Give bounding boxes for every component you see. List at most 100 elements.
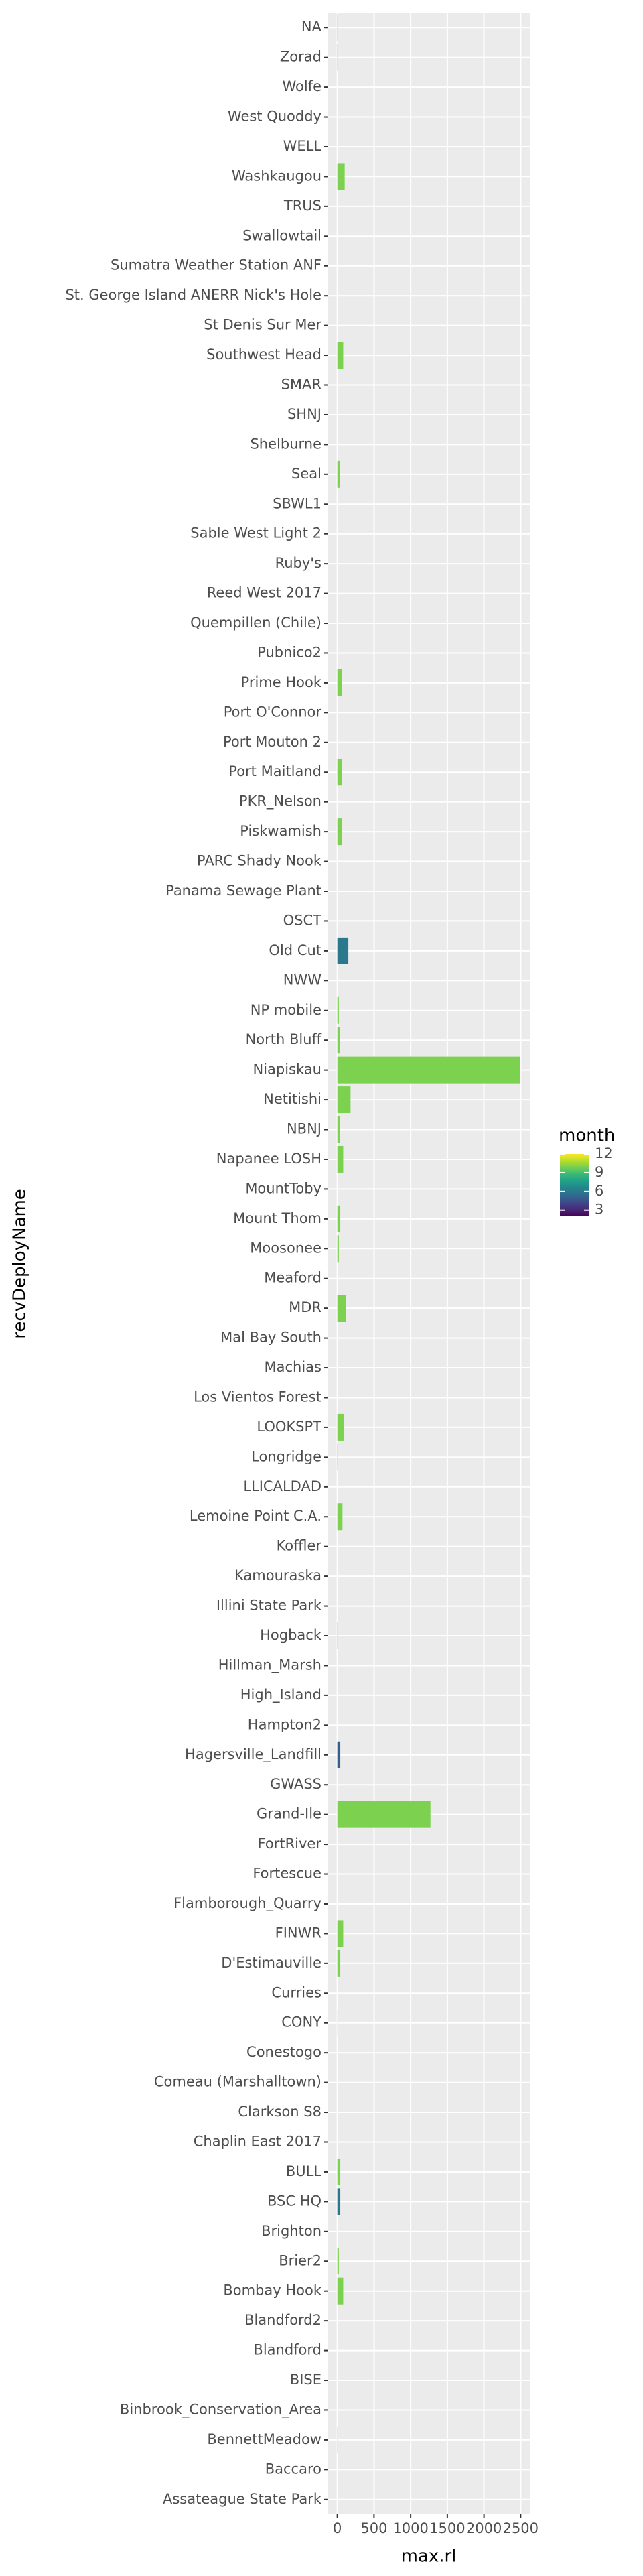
y-tick-label: Zorad: [280, 49, 322, 65]
y-tick-label: SMAR: [281, 377, 322, 393]
y-tick-label: BennettMeadow: [207, 2431, 322, 2447]
legend-tick-label: 3: [595, 1202, 603, 1218]
y-tick-label: Old Cut: [269, 942, 322, 958]
y-tick-label: Washkaugou: [232, 168, 322, 184]
y-tick-label: Fortescue: [253, 1866, 322, 1882]
bar: [337, 1801, 431, 1828]
panel: [328, 13, 530, 2514]
bar: [337, 818, 342, 846]
y-tick-label: FortRiver: [258, 1836, 322, 1852]
y-tick-label: Baccaro: [265, 2461, 322, 2477]
y-tick-label: Binbrook_Conservation_Area: [120, 2401, 322, 2418]
bar: [337, 759, 342, 786]
y-tick-label: MDR: [289, 1299, 322, 1315]
legend-tick-label: 12: [595, 1145, 613, 1161]
y-tick-label: Brier2: [279, 2252, 322, 2268]
x-tick-label: 2000: [466, 2520, 502, 2536]
y-tick-label: Hampton2: [248, 1716, 322, 1732]
y-tick-label: Flamborough_Quarry: [173, 1895, 322, 1912]
y-tick-label: BISE: [290, 2372, 322, 2388]
y-tick-label: Comeau (Marshalltown): [154, 2074, 322, 2090]
y-tick-label: SHNJ: [287, 406, 322, 422]
bar: [337, 1949, 341, 1977]
y-tick-label: Pubnico2: [257, 644, 322, 660]
y-tick-label: Machias: [265, 1359, 322, 1375]
y-tick-label: NP mobile: [251, 1002, 322, 1018]
y-tick-label: Quempillen (Chile): [190, 615, 322, 631]
y-tick-label: NA: [301, 19, 322, 35]
y-tick-label: FINWR: [275, 1925, 322, 1941]
y-tick-label: OSCT: [283, 912, 322, 928]
bar: [337, 460, 340, 488]
y-tick-label: Southwest Head: [206, 346, 322, 363]
y-tick-label: LLICALDAD: [243, 1478, 322, 1494]
y-tick-label: Port O'Connor: [224, 704, 322, 720]
y-tick-label: Bombay Hook: [223, 2282, 322, 2299]
y-tick-label: Lemoine Point C.A.: [190, 1508, 322, 1524]
y-tick-label: Piskwamish: [240, 823, 322, 839]
y-tick-label: Sable West Light 2: [190, 525, 322, 541]
x-tick-label: 2500: [503, 2520, 539, 2536]
y-tick-label: Clarkson S8: [238, 2104, 322, 2120]
y-tick-label: Port Maitland: [228, 763, 322, 779]
y-axis-title: recvDeployName: [10, 1189, 30, 1339]
y-tick-label: Port Mouton 2: [223, 734, 322, 750]
y-tick-label: West Quoddy: [228, 109, 322, 125]
y-tick-label: Blandford: [253, 2342, 322, 2358]
y-tick-label: Wolfe: [282, 78, 322, 94]
y-tick-label: WELL: [283, 138, 322, 154]
y-tick-label: Prime Hook: [241, 674, 322, 690]
x-tick-label: 0: [333, 2520, 342, 2536]
y-tick-label: Hogback: [260, 1627, 322, 1643]
y-tick-label: Moosonee: [250, 1240, 322, 1256]
y-tick-label: Shelburne: [250, 436, 322, 452]
bar: [337, 1235, 339, 1263]
y-tick-label: Netitishi: [263, 1091, 322, 1107]
bar: [337, 937, 349, 964]
y-tick-label: Blandford2: [244, 2312, 322, 2328]
y-tick-label: St Denis Sur Mer: [204, 317, 322, 333]
y-tick-label: Brighton: [261, 2223, 322, 2239]
y-tick-label: Illini State Park: [216, 1598, 322, 1614]
y-tick-label: NBNJ: [287, 1121, 322, 1137]
bar: [337, 1741, 341, 1768]
y-tick-label: Ruby's: [275, 555, 322, 571]
y-tick-label: Chaplin East 2017: [194, 2133, 322, 2149]
legend-title: month: [559, 1126, 615, 1146]
legend-tick-label: 9: [595, 1164, 603, 1180]
bar: [337, 1295, 346, 1322]
y-tick-label: Sumatra Weather Station ANF: [111, 257, 322, 273]
y-tick-label: Grand-Ile: [257, 1806, 322, 1822]
y-tick-label: BULL: [286, 2163, 322, 2179]
y-tick-label: NWW: [283, 972, 322, 988]
y-tick-label: CONY: [281, 2014, 322, 2031]
x-tick-label: 1500: [429, 2520, 465, 2536]
bar: [337, 1413, 344, 1441]
bar: [337, 163, 345, 190]
y-tick-label: GWASS: [270, 1776, 322, 1792]
y-tick-label: Hillman_Marsh: [218, 1657, 322, 1673]
y-tick-label: D'Estimauville: [221, 1955, 322, 1971]
bar: [337, 1503, 343, 1531]
y-tick-label: Napanee LOSH: [216, 1151, 322, 1167]
x-axis-title: max.rl: [401, 2547, 457, 2567]
y-tick-label: MountToby: [245, 1180, 322, 1196]
y-tick-label: Hagersville_Landfill: [185, 1746, 322, 1763]
bar: [337, 1205, 341, 1232]
y-tick-label: Conestogo: [246, 2044, 322, 2060]
y-tick-label: Meaford: [264, 1270, 322, 1286]
y-tick-label: Reed West 2017: [207, 585, 322, 601]
y-tick-label: Swallowtail: [242, 227, 322, 243]
bar: [337, 342, 344, 369]
x-tick-label: 500: [360, 2520, 387, 2536]
y-tick-label: North Bluff: [246, 1031, 322, 1047]
y-tick-label: LOOKSPT: [257, 1419, 322, 1435]
bar: [337, 1116, 340, 1143]
y-tick-label: St. George Island ANERR Nick's Hole: [65, 287, 322, 303]
bar: [337, 1920, 344, 1947]
bar: [337, 1027, 340, 1054]
y-tick-label: Kamouraska: [234, 1567, 322, 1584]
y-tick-label: High_Island: [240, 1687, 322, 1703]
bar: [337, 669, 342, 696]
